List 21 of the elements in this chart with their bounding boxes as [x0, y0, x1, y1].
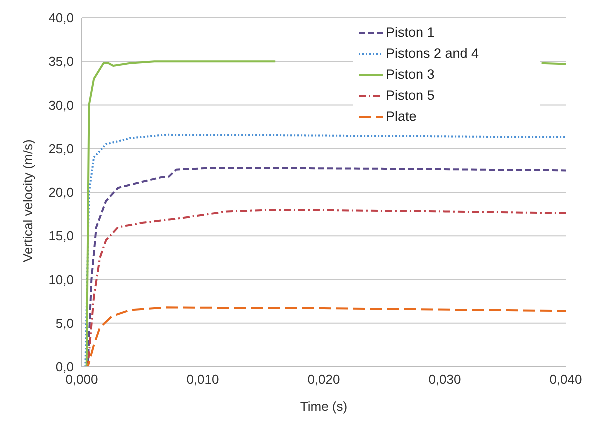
- legend-label: Pistons 2 and 4: [386, 45, 480, 63]
- y-tick-label: 5,0: [56, 316, 74, 331]
- y-tick-label: 0,0: [56, 360, 74, 375]
- y-tick-label: 10,0: [48, 272, 74, 288]
- y-tick-label: 40,0: [48, 10, 74, 26]
- y-axis-title: Vertical velocity (m/s): [20, 140, 36, 262]
- x-tick-label: 0,020: [308, 372, 340, 388]
- x-tick-label: 0,040: [550, 372, 582, 388]
- x-tick-label: 0,000: [66, 372, 98, 388]
- y-tick-label: 35,0: [48, 54, 74, 70]
- x-axis-title: Time (s): [300, 399, 348, 414]
- y-tick-label: 25,0: [48, 141, 74, 156]
- legend-label: Piston 1: [386, 24, 435, 42]
- y-tick-label: 20,0: [48, 185, 74, 200]
- x-tick-label: 0,010: [186, 372, 220, 388]
- y-tick-label: 15,0: [48, 228, 74, 244]
- x-tick-label: 0,030: [428, 372, 462, 388]
- legend-label: Piston 5: [386, 87, 435, 105]
- y-tick-label: 30,0: [48, 98, 74, 113]
- legend-label: Piston 3: [386, 66, 435, 84]
- legend-label: Plate: [386, 108, 417, 126]
